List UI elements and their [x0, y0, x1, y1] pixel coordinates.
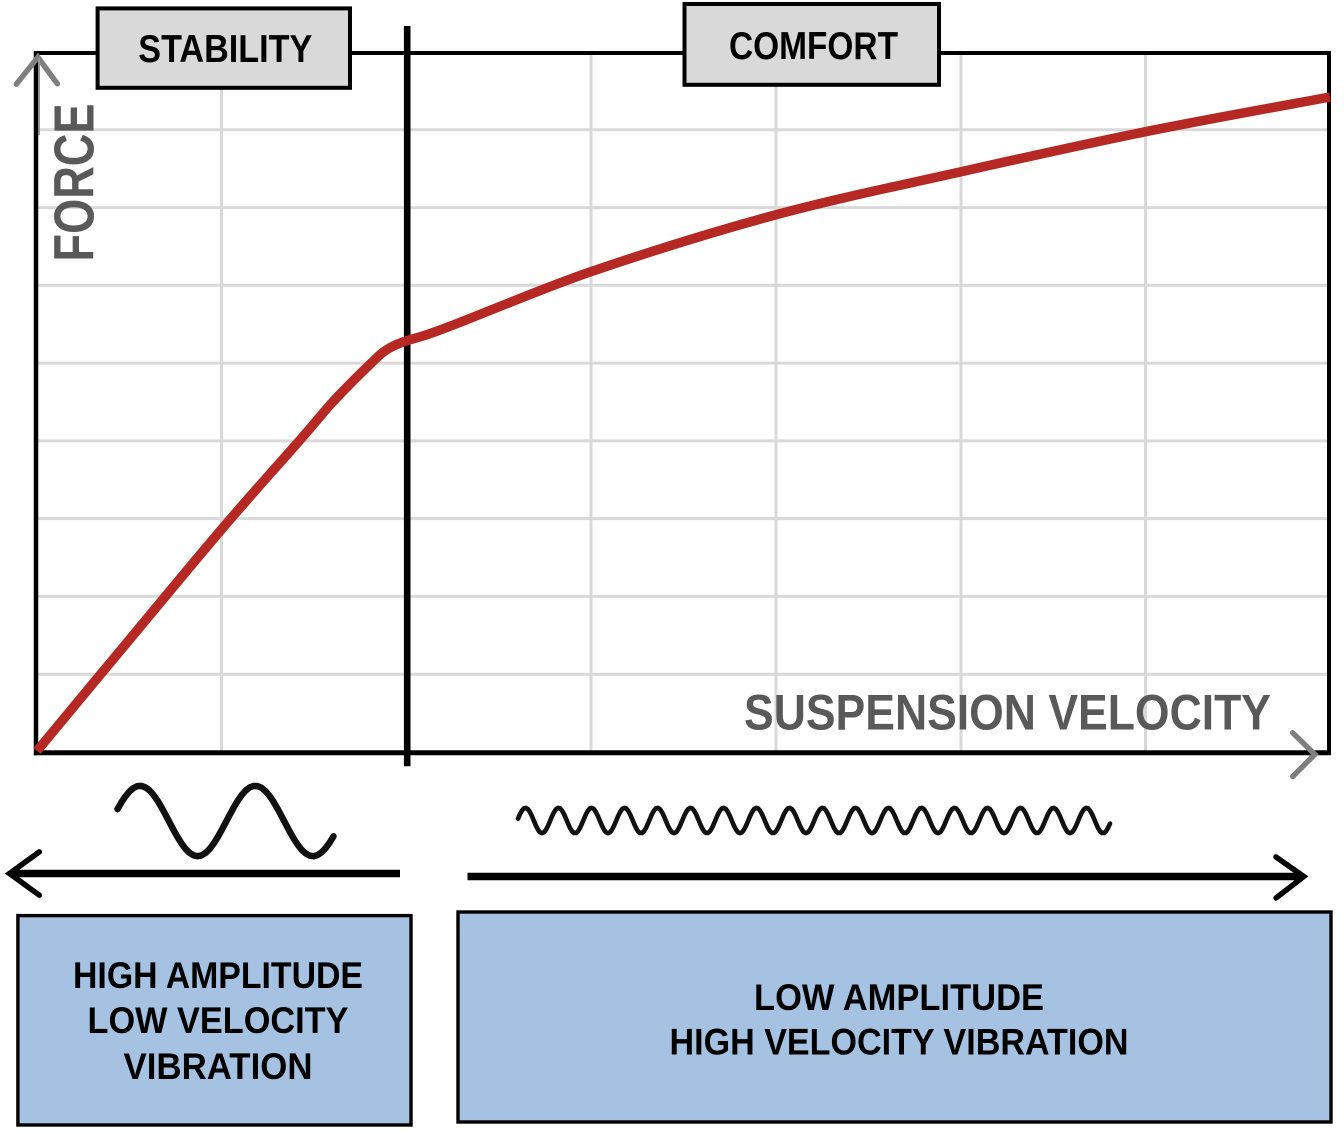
svg-text:LOW AMPLITUDE: LOW AMPLITUDE [754, 977, 1044, 1018]
svg-text:COMFORT: COMFORT [729, 25, 898, 68]
svg-text:HIGH VELOCITY VIBRATION: HIGH VELOCITY VIBRATION [670, 1022, 1129, 1063]
svg-text:SUSPENSION VELOCITY: SUSPENSION VELOCITY [744, 685, 1271, 741]
svg-text:STABILITY: STABILITY [138, 28, 312, 71]
svg-text:HIGH AMPLITUDE: HIGH AMPLITUDE [73, 955, 363, 996]
svg-text:VIBRATION: VIBRATION [124, 1046, 313, 1087]
svg-text:FORCE: FORCE [43, 104, 107, 262]
svg-text:LOW VELOCITY: LOW VELOCITY [88, 1000, 349, 1041]
